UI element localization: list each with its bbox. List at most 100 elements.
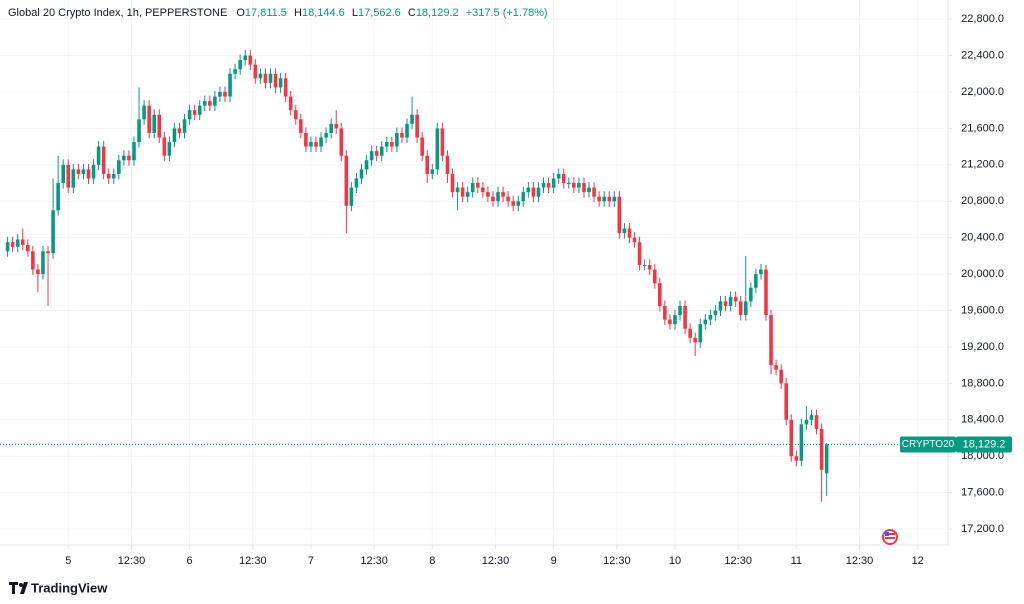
candle-body: [228, 73, 232, 97]
y-tick-label: 19,600.0: [961, 304, 1004, 316]
x-tick-label: 5: [65, 555, 71, 567]
candle-body: [693, 337, 697, 343]
candle-body: [15, 239, 20, 247]
candle-body: [819, 428, 824, 470]
candle-body: [71, 169, 76, 188]
candle-body: [632, 237, 637, 243]
candle-body: [395, 132, 399, 147]
candle-body: [258, 73, 263, 79]
candle-body: [405, 123, 409, 138]
candle-body: [152, 114, 157, 133]
y-tick-label: 20,000.0: [961, 268, 1004, 280]
candle-body: [718, 301, 723, 311]
logo: TradingView: [9, 580, 108, 595]
candle-body: [137, 119, 141, 143]
x-tick-label: 9: [551, 555, 557, 567]
candle-body: [359, 169, 364, 179]
x-tick-label: 12:30: [724, 555, 752, 567]
header-h: H: [294, 7, 302, 19]
candle-body: [26, 244, 30, 252]
candle-body: [688, 328, 692, 338]
candle-body: [46, 251, 50, 254]
candle-body: [597, 196, 601, 202]
candle-body: [354, 178, 359, 188]
candle-body: [794, 456, 799, 461]
x-tick-label: 11: [791, 555, 802, 567]
candle-body: [501, 192, 505, 197]
candle-body: [420, 137, 424, 156]
candle-body: [769, 315, 773, 366]
candle-body: [592, 187, 596, 197]
candle-body: [218, 91, 222, 97]
candle-body: [278, 78, 283, 88]
candle-body: [627, 228, 632, 238]
chart-header: Global 20 Crypto Index, 1h, PEPPERSTONE …: [8, 7, 548, 19]
candle-body: [612, 196, 617, 202]
candle-body: [582, 183, 586, 193]
candle-body: [486, 192, 490, 197]
x-tick-label: 12:30: [360, 555, 388, 567]
header-low: 17,562.6: [358, 7, 401, 19]
candle-body: [400, 132, 404, 138]
candle-body: [521, 192, 526, 202]
candle-body: [349, 187, 354, 206]
candle-body: [516, 201, 521, 206]
candle-body: [481, 187, 485, 193]
candle-body: [673, 315, 677, 325]
candle-body: [526, 187, 531, 193]
x-tick-label: 12:30: [603, 555, 631, 567]
candle-body: [243, 55, 248, 61]
candle-body: [51, 210, 55, 254]
candle-body: [76, 169, 81, 174]
candle-body: [248, 55, 253, 65]
y-tick-label: 21,600.0: [961, 122, 1004, 134]
x-tick-label: 12:30: [846, 555, 874, 567]
candle-body: [738, 301, 743, 316]
candle-body: [546, 183, 551, 188]
x-tick-label: 12:30: [118, 555, 146, 567]
y-tick-label: 20,400.0: [961, 232, 1004, 244]
flag-icon: [882, 529, 898, 545]
candle-body: [789, 419, 794, 457]
logo-text: TradingView: [31, 580, 108, 595]
candle-body: [415, 114, 419, 138]
y-tick-label: 22,000.0: [961, 86, 1004, 98]
candle-body: [708, 315, 713, 320]
candle-body: [460, 187, 465, 197]
candle-body: [283, 78, 288, 97]
x-tick-label: 10: [669, 555, 681, 567]
candle-body: [66, 164, 71, 188]
candle-body: [233, 69, 237, 74]
candle-body: [208, 101, 212, 106]
candle-body: [157, 114, 162, 138]
candle-body: [749, 287, 753, 302]
candle-body: [132, 142, 136, 161]
candle-body: [617, 196, 622, 234]
candle-body: [658, 283, 662, 306]
candle-body: [81, 169, 86, 174]
candle-body: [309, 142, 313, 147]
candle-body: [754, 274, 758, 288]
symbol-tag-text: CRYPTO20: [902, 439, 955, 450]
candle-body: [177, 128, 182, 133]
candle-body: [202, 101, 207, 106]
candle-body: [556, 173, 561, 179]
candle-body: [577, 183, 581, 188]
x-tick-label: 12:30: [482, 555, 510, 567]
candle-body: [96, 146, 101, 165]
candle-body: [567, 183, 571, 185]
candle-body: [319, 137, 323, 147]
candle-body: [491, 196, 495, 202]
x-tick-label: 7: [308, 555, 314, 567]
candle-body: [410, 114, 414, 124]
candle-body: [647, 264, 652, 270]
candle-body: [101, 146, 106, 174]
candle-body: [268, 73, 273, 83]
candle-body: [759, 269, 763, 275]
candle-body: [445, 155, 450, 174]
x-tick-label: 12:30: [239, 555, 267, 567]
candle-body: [20, 239, 25, 245]
candle-body: [541, 183, 546, 188]
candle-body: [642, 264, 647, 266]
